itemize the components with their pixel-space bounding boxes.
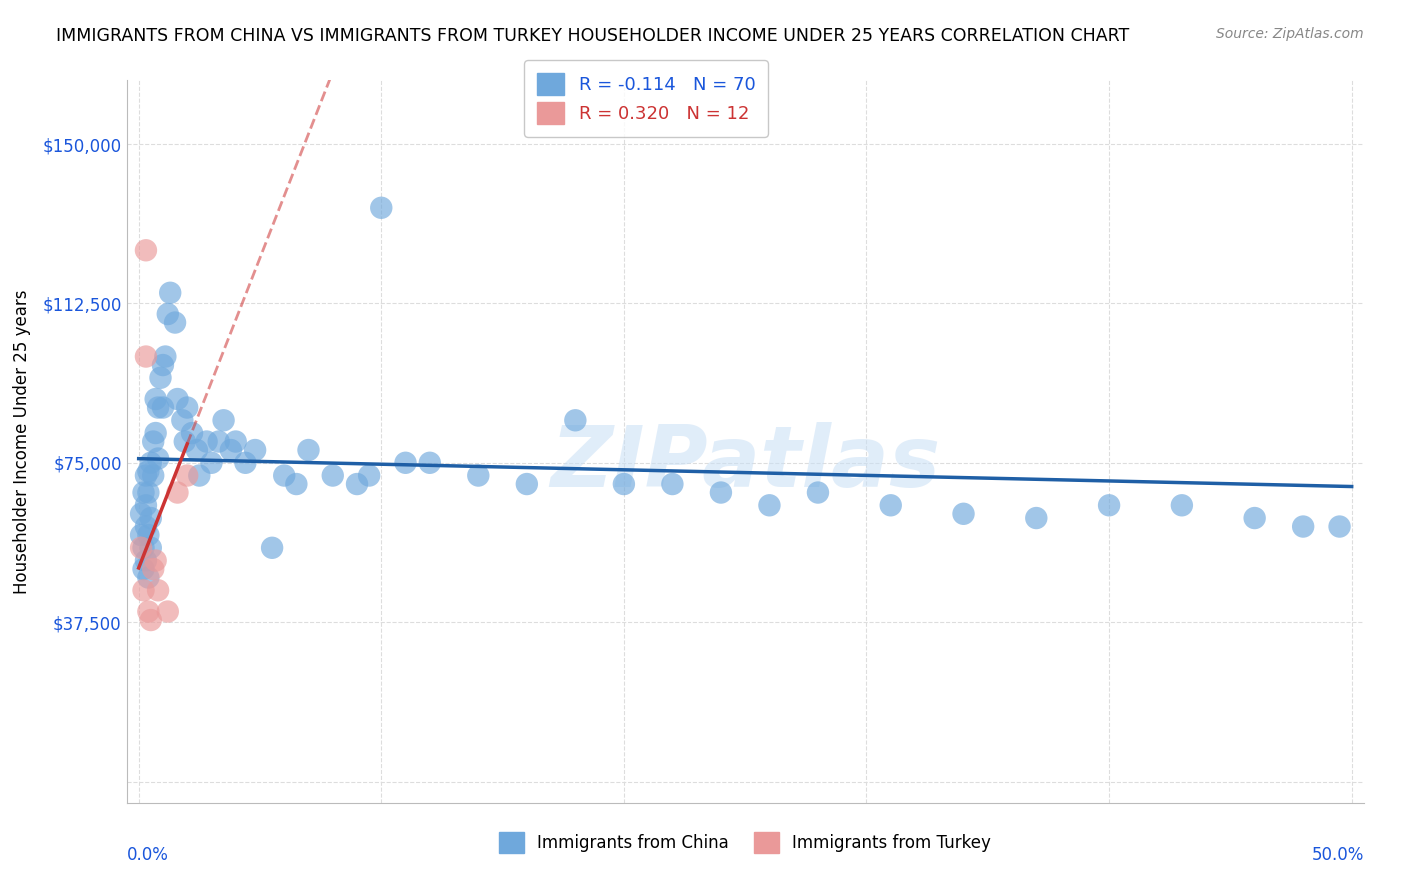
- Point: [1292, 519, 1315, 533]
- Point: [322, 468, 344, 483]
- Point: [1171, 498, 1194, 512]
- Point: [952, 507, 974, 521]
- Text: Source: ZipAtlas.com: Source: ZipAtlas.com: [1216, 27, 1364, 41]
- Point: [285, 477, 308, 491]
- Point: [142, 562, 165, 576]
- Point: [176, 401, 198, 415]
- Point: [146, 583, 169, 598]
- Point: [564, 413, 586, 427]
- Point: [243, 443, 266, 458]
- Point: [138, 528, 160, 542]
- Point: [142, 434, 165, 449]
- Point: [156, 605, 179, 619]
- Point: [176, 468, 198, 483]
- Point: [129, 541, 152, 555]
- Point: [146, 451, 169, 466]
- Point: [132, 485, 155, 500]
- Point: [132, 562, 155, 576]
- Point: [807, 485, 830, 500]
- Point: [166, 392, 188, 406]
- Point: [132, 541, 155, 555]
- Point: [200, 456, 222, 470]
- Point: [516, 477, 538, 491]
- Point: [758, 498, 780, 512]
- Point: [138, 464, 160, 478]
- Point: [661, 477, 683, 491]
- Point: [145, 425, 167, 440]
- Point: [1098, 498, 1121, 512]
- Point: [195, 434, 218, 449]
- Point: [219, 443, 242, 458]
- Point: [138, 570, 160, 584]
- Point: [186, 443, 208, 458]
- Point: [297, 443, 319, 458]
- Point: [135, 468, 157, 483]
- Point: [139, 541, 162, 555]
- Point: [139, 511, 162, 525]
- Point: [166, 485, 188, 500]
- Point: [145, 392, 167, 406]
- Text: 50.0%: 50.0%: [1312, 847, 1364, 864]
- Point: [139, 613, 162, 627]
- Point: [156, 307, 179, 321]
- Point: [262, 541, 284, 555]
- Point: [710, 485, 733, 500]
- Point: [208, 434, 231, 449]
- Point: [145, 553, 167, 567]
- Point: [394, 456, 416, 470]
- Point: [188, 468, 211, 483]
- Point: [370, 201, 392, 215]
- Point: [135, 519, 157, 533]
- Point: [181, 425, 204, 440]
- Point: [359, 468, 381, 483]
- Point: [129, 528, 152, 542]
- Point: [138, 605, 160, 619]
- Y-axis label: Householder Income Under 25 years: Householder Income Under 25 years: [13, 289, 31, 594]
- Point: [1329, 519, 1351, 533]
- Point: [1243, 511, 1265, 525]
- Point: [419, 456, 441, 470]
- Point: [172, 413, 194, 427]
- Point: [149, 371, 172, 385]
- Point: [880, 498, 903, 512]
- Point: [152, 401, 174, 415]
- Point: [273, 468, 295, 483]
- Point: [142, 468, 165, 483]
- Point: [165, 316, 187, 330]
- Text: 0.0%: 0.0%: [127, 847, 169, 864]
- Point: [346, 477, 368, 491]
- Point: [1025, 511, 1047, 525]
- Point: [129, 507, 152, 521]
- Text: IMMIGRANTS FROM CHINA VS IMMIGRANTS FROM TURKEY HOUSEHOLDER INCOME UNDER 25 YEAR: IMMIGRANTS FROM CHINA VS IMMIGRANTS FROM…: [56, 27, 1129, 45]
- Point: [132, 583, 155, 598]
- Point: [467, 468, 489, 483]
- Legend: Immigrants from China, Immigrants from Turkey: Immigrants from China, Immigrants from T…: [492, 826, 998, 860]
- Point: [135, 350, 157, 364]
- Point: [173, 434, 195, 449]
- Point: [225, 434, 247, 449]
- Point: [146, 401, 169, 415]
- Point: [135, 244, 157, 258]
- Point: [135, 553, 157, 567]
- Point: [613, 477, 636, 491]
- Point: [212, 413, 235, 427]
- Point: [138, 485, 160, 500]
- Point: [152, 358, 174, 372]
- Text: ZIPatlas: ZIPatlas: [550, 422, 941, 505]
- Point: [139, 456, 162, 470]
- Point: [135, 498, 157, 512]
- Point: [155, 350, 177, 364]
- Point: [159, 285, 181, 300]
- Point: [235, 456, 257, 470]
